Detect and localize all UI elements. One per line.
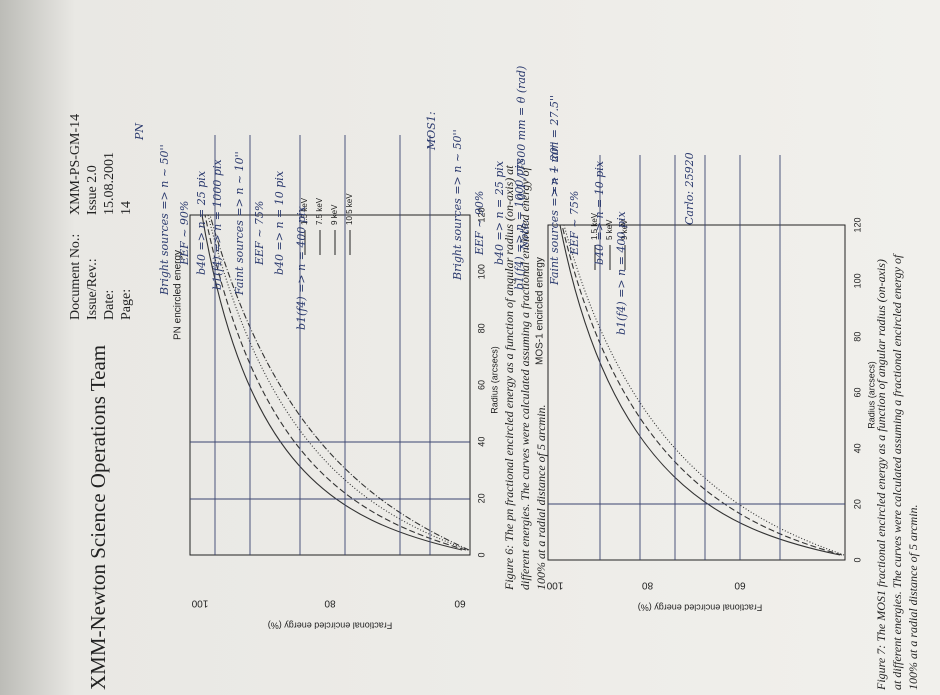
curve	[559, 224, 841, 556]
handwritten-note: EEF ~ 90%	[473, 191, 486, 256]
handwritten-note: Faint sources => n ~ 20''	[548, 141, 561, 286]
legend-label: 10.5 keV	[345, 193, 354, 225]
header-title: XMM-Newton Science Operations Team	[86, 345, 110, 690]
figure-caption: 100% at a radial distance of 5 arcmin.	[906, 504, 920, 690]
x-tick-label: 60	[852, 387, 862, 397]
y-axis-label: Fractional encircled energy (%)	[268, 621, 393, 631]
handwritten-note: PN	[133, 123, 146, 141]
x-tick-label: 0	[852, 557, 862, 562]
handwritten-note: Carlo: 25920	[683, 152, 696, 225]
doc-info-value: Issue 2.0	[85, 165, 100, 215]
doc-info-label: Issue/Rev.:	[85, 258, 100, 320]
x-tick-label: 20	[476, 493, 486, 503]
legend-label: 9 keV	[620, 219, 629, 240]
x-tick-label: 40	[476, 437, 486, 447]
handwritten-note: Bright sources => n ~ 50''	[158, 144, 171, 296]
legend-keys	[594, 245, 626, 270]
x-axis-label: Radius (arcsecs)	[489, 346, 499, 414]
legend-label: 1.5 keV	[590, 212, 599, 240]
figure-2-plot	[547, 155, 846, 561]
handwritten-note: b40 => n = 10 pix	[273, 170, 286, 275]
x-tick-label: 80	[476, 323, 486, 333]
handwritten-note: Bright sources => n ~ 50''	[451, 129, 464, 281]
handwritten-note: Note:	[518, 219, 531, 251]
handwritten-note: b1(f4) => n = 400 pix	[615, 211, 628, 335]
legend-label: 9 keV	[330, 204, 339, 225]
handwritten-note: EEF ~ 90%	[178, 201, 191, 266]
x-tick-label: 20	[852, 499, 862, 509]
handwritten-note: EEF ~ 75%	[568, 191, 581, 256]
figure-caption: Figure 6: The pn fractional encircled en…	[502, 165, 516, 591]
doc-info-label: Date:	[102, 290, 117, 320]
x-tick-label: 80	[852, 332, 862, 342]
handwritten-note: b40 => n = 25 pix	[195, 170, 208, 275]
y-axis-label: Fractional encircled energy (%)	[638, 603, 763, 613]
curve	[201, 214, 463, 551]
legend-label: 1.5 keV	[300, 197, 309, 225]
figure-title: MOS-1 encircled energy	[535, 257, 546, 365]
x-tick-label: 120	[476, 207, 486, 222]
x-tick-label: 40	[852, 443, 862, 453]
y-tick-label: 60	[734, 579, 746, 590]
handwritten-note: MOS1:	[425, 111, 438, 151]
hand-lines	[548, 155, 845, 560]
plot-frame	[189, 214, 471, 556]
doc-info-value: XMM-PS-GM-14	[68, 114, 83, 215]
y-tick-label: 80	[324, 597, 336, 608]
curve	[209, 214, 470, 551]
figure-title: PN encircled energy	[173, 250, 184, 340]
y-tick-label: 80	[642, 579, 654, 590]
x-tick-label: 120	[852, 217, 862, 232]
x-tick-label: 100	[852, 273, 862, 288]
rotated-page: XMM-Newton Science Operations Team Docume…	[68, 66, 920, 691]
figure-1-plot	[189, 135, 471, 556]
legend-keys	[304, 230, 351, 255]
figure-caption: different energies. The curves were calc…	[518, 165, 532, 590]
handwritten-note: b40 => n = 10 pix	[593, 160, 606, 265]
legend-label: 5 keV	[605, 219, 614, 240]
doc-info-value: 15.08.2001	[102, 152, 117, 215]
figure-caption: 100% at a radial distance of 5 arcmin.	[534, 404, 548, 590]
hand-lines	[190, 135, 470, 555]
handwritten-note: b1(f4) => n = 1000 pix	[513, 159, 526, 290]
curve	[561, 224, 843, 556]
y-tick-label: 100	[546, 579, 563, 590]
x-tick-label: 100	[476, 264, 486, 279]
handwritten-note: b1(f4) => n = 1000 pix	[211, 159, 224, 290]
figure-caption: Figure 7: The MOS1 fractional encircled …	[874, 259, 888, 691]
y-tick-label: 60	[454, 597, 466, 608]
handwritten-note: b40 => n = 25 pix	[493, 160, 506, 265]
handwritten-note: b1(f4) => n = 400 pix	[295, 206, 308, 330]
handwritten-note: => 1 mm = 27.5''	[548, 95, 561, 195]
handwritten-note: EEF ~ 75%	[253, 201, 266, 266]
legend-label: 7.5 keV	[315, 197, 324, 225]
curve	[204, 214, 467, 551]
x-tick-label: 60	[476, 380, 486, 390]
handwritten-note: Faint sources => n ~ 10''	[233, 151, 246, 296]
plot-frame	[547, 224, 846, 561]
doc-info-label: Page:	[119, 289, 134, 320]
doc-info-label: Document No.:	[68, 234, 83, 320]
x-axis-label: Radius (arcsecs)	[866, 361, 876, 429]
handwritten-note: 0.1 / 7300 mm = θ (rad)	[515, 66, 528, 200]
x-tick-label: 0	[476, 552, 486, 557]
doc-info-value: 14	[119, 201, 134, 215]
y-tick-label: 100	[191, 597, 208, 608]
figure-caption: at different energies. The curves were c…	[890, 253, 904, 690]
